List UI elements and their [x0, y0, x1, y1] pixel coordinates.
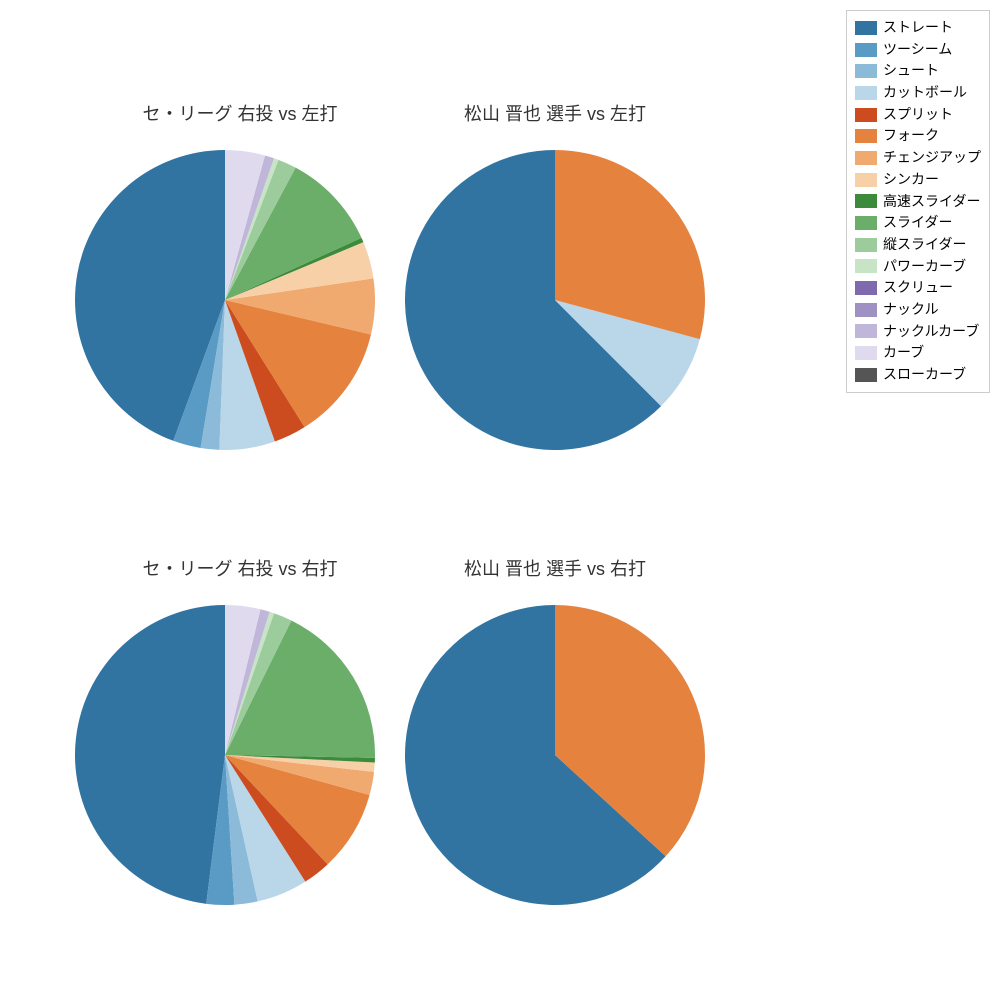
legend-swatch — [855, 86, 877, 100]
legend-item: スローカーブ — [855, 364, 981, 386]
legend-item: パワーカーブ — [855, 256, 981, 278]
legend-label: スクリュー — [883, 277, 953, 299]
legend-item: シンカー — [855, 169, 981, 191]
legend-label: ストレート — [883, 17, 953, 39]
legend-item: スクリュー — [855, 277, 981, 299]
legend-item: チェンジアップ — [855, 147, 981, 169]
legend-item: フォーク — [855, 125, 981, 147]
pie-chart — [75, 605, 375, 905]
legend-item: ナックル — [855, 299, 981, 321]
legend-item: 高速スライダー — [855, 191, 981, 213]
chart-title: セ・リーグ 右投 vs 左打 — [90, 100, 390, 126]
legend-swatch — [855, 108, 877, 122]
legend-swatch — [855, 303, 877, 317]
legend-label: ツーシーム — [883, 39, 952, 61]
legend-label: カーブ — [883, 342, 924, 364]
legend-label: スローカーブ — [883, 364, 966, 386]
legend-item: カットボール — [855, 82, 981, 104]
legend-swatch — [855, 259, 877, 273]
legend-swatch — [855, 281, 877, 295]
chart-title: 松山 晋也 選手 vs 左打 — [405, 100, 705, 126]
legend-swatch — [855, 194, 877, 208]
pie-slice — [75, 605, 225, 904]
chart-title: 松山 晋也 選手 vs 右打 — [405, 555, 705, 581]
legend-swatch — [855, 368, 877, 382]
legend-swatch — [855, 324, 877, 338]
legend-label: シンカー — [883, 169, 939, 191]
legend-swatch — [855, 64, 877, 78]
legend: ストレートツーシームシュートカットボールスプリットフォークチェンジアップシンカー… — [846, 10, 990, 393]
legend-item: ツーシーム — [855, 39, 981, 61]
legend-item: ナックルカーブ — [855, 321, 981, 343]
legend-item: カーブ — [855, 342, 981, 364]
legend-label: カットボール — [883, 82, 967, 104]
legend-label: ナックルカーブ — [883, 321, 979, 343]
legend-swatch — [855, 43, 877, 57]
legend-label: 縦スライダー — [883, 234, 966, 256]
legend-swatch — [855, 129, 877, 143]
legend-item: スプリット — [855, 104, 981, 126]
legend-label: チェンジアップ — [883, 147, 981, 169]
legend-label: スライダー — [883, 212, 952, 234]
pie-chart — [75, 150, 375, 450]
legend-label: ナックル — [883, 299, 939, 321]
legend-item: ストレート — [855, 17, 981, 39]
legend-item: スライダー — [855, 212, 981, 234]
legend-swatch — [855, 21, 877, 35]
legend-swatch — [855, 151, 877, 165]
pie-chart — [405, 150, 705, 450]
legend-swatch — [855, 173, 877, 187]
pie-chart — [405, 605, 705, 905]
legend-label: パワーカーブ — [883, 256, 966, 278]
legend-swatch — [855, 216, 877, 230]
legend-label: シュート — [883, 60, 939, 82]
legend-label: 高速スライダー — [883, 191, 980, 213]
legend-item: シュート — [855, 60, 981, 82]
chart-title: セ・リーグ 右投 vs 右打 — [90, 555, 390, 581]
legend-swatch — [855, 238, 877, 252]
legend-label: スプリット — [883, 104, 953, 126]
legend-label: フォーク — [883, 125, 939, 147]
legend-swatch — [855, 346, 877, 360]
legend-item: 縦スライダー — [855, 234, 981, 256]
